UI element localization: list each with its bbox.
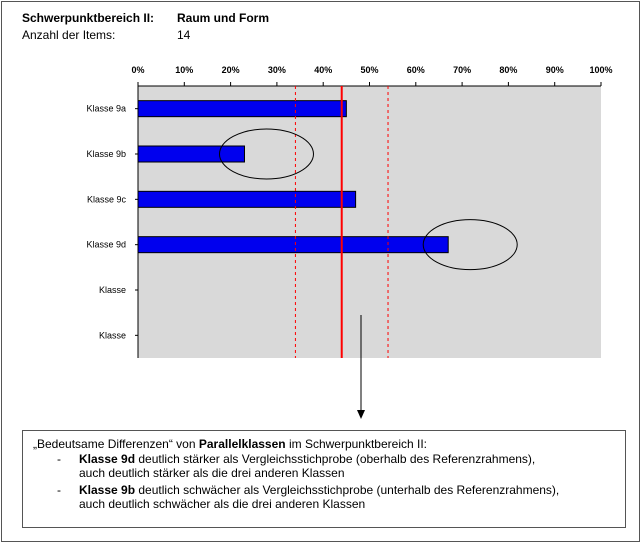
x-tick-label: 50% [360, 65, 378, 75]
category-label: Klasse 9d [86, 240, 126, 250]
category-label: Klasse 9a [86, 104, 126, 114]
note-item-line2: auch deutlich stärker als die drei ander… [79, 466, 345, 480]
note-item-line2: auch deutlich schwächer als die drei and… [79, 497, 366, 511]
area-value: Raum und Form [177, 11, 269, 25]
category-label: Klasse [99, 330, 126, 340]
plot-area [138, 86, 601, 358]
category-label: Klasse 9c [87, 194, 127, 204]
bullet-dash: - [57, 452, 61, 466]
category-label: Klasse 9b [86, 149, 126, 159]
x-tick-label: 100% [589, 65, 612, 75]
x-tick-label: 20% [222, 65, 240, 75]
category-label: Klasse [99, 285, 126, 295]
x-tick-label: 90% [546, 65, 564, 75]
highlight-ellipse [422, 219, 518, 271]
x-tick-label: 40% [314, 65, 332, 75]
items-value: 14 [177, 28, 191, 42]
x-tick-label: 70% [453, 65, 471, 75]
differences-note: „Bedeutsame Differenzen“ von Parallelkla… [22, 430, 626, 528]
bar-klasse-9c [137, 190, 357, 208]
x-tick-label: 80% [499, 65, 517, 75]
x-tick-label: 60% [407, 65, 425, 75]
note-item-line1: deutlich schwächer als Vergleichsstichpr… [135, 483, 560, 497]
note-intro-bold: Parallelklassen [198, 437, 286, 451]
bar-klasse-9b [137, 145, 245, 163]
items-label: Anzahl der Items: [22, 28, 116, 42]
note-intro-tail: im Schwerpunktbereich II: [285, 437, 428, 451]
x-tick-label: 10% [175, 65, 193, 75]
bar-klasse-9a [137, 100, 347, 118]
bullet-dash: - [57, 483, 61, 497]
area-label: Schwerpunktbereich II: [22, 11, 155, 25]
x-tick-label: 30% [268, 65, 286, 75]
highlight-ellipse [218, 128, 314, 180]
note-intro-text: „Bedeutsame Differenzen“ von [33, 437, 199, 451]
x-tick-label: 0% [131, 65, 144, 75]
note-intro: „Bedeutsame Differenzen“ von Parallelkla… [33, 437, 427, 451]
note-item-class: Klasse 9b [79, 483, 136, 497]
bar-klasse-9d [137, 236, 449, 254]
arrow-head [357, 410, 365, 419]
note-item-class: Klasse 9d [79, 452, 136, 466]
note-item-line1: deutlich stärker als Vergleichsstichprob… [135, 452, 536, 466]
